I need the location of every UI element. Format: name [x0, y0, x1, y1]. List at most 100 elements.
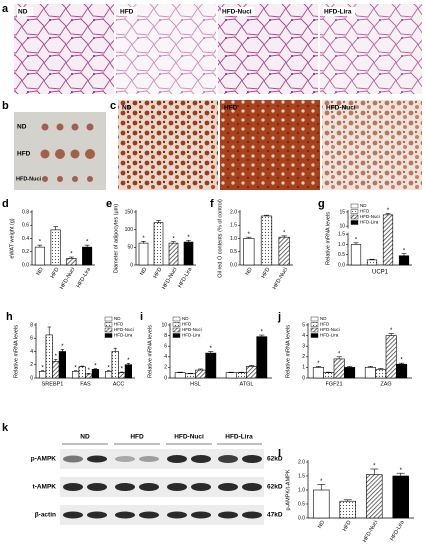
legend-label: HFD-Nuci: [360, 214, 380, 219]
legend-swatch: [172, 333, 181, 338]
panel-letter: i: [140, 311, 143, 323]
panel-k: k ND HFD HFD-Nuci HFD-Lira p-AMPK t-AMPK…: [2, 422, 283, 525]
panel-letter: b: [2, 100, 9, 112]
stain-image: [118, 100, 218, 190]
x-tick-label: HFD: [261, 267, 272, 280]
panel-letter: h: [6, 311, 13, 323]
x-tick-label: FAS: [80, 381, 91, 387]
bar: [392, 475, 409, 519]
y-tick-label: 1.0: [338, 242, 345, 248]
y-tick-label: 2: [302, 354, 305, 360]
x-tick-label: HSL: [190, 381, 201, 387]
y-tick-label: 10: [339, 223, 345, 229]
legend-swatch: [310, 316, 319, 322]
legend-label: HFD-Lira: [114, 333, 133, 338]
y-tick-label: 0.5: [338, 252, 345, 258]
label-bg: [323, 7, 355, 16]
legend-swatch: [104, 322, 113, 327]
y-tick-label: 2.0: [298, 459, 305, 465]
y-tick-label: 1.5: [230, 223, 237, 229]
bar: [382, 214, 394, 266]
x-axis-label: UCP1: [372, 270, 389, 276]
x-tick-label: HFD-Nuci: [161, 267, 178, 291]
significance: *: [94, 363, 97, 369]
axis-break: [345, 228, 351, 233]
x-tick-label: ND: [245, 267, 254, 277]
x-tick-label: ND: [139, 267, 148, 277]
bar: [375, 369, 387, 379]
x-tick-label: HFD-Nuci: [362, 520, 379, 544]
y-tick-label: 3: [302, 344, 305, 350]
y-tick-label: 100: [125, 227, 134, 233]
group-label: HFD-Lira: [225, 434, 253, 441]
x-tick-label: HFD: [50, 267, 61, 280]
group-label: HFD: [130, 434, 144, 441]
significance: *: [88, 368, 91, 374]
significance: *: [86, 240, 89, 246]
legend-label: HFD-Lira: [360, 220, 379, 225]
size-label: 62kD: [267, 456, 283, 463]
y-tick-label: 1.0: [230, 236, 237, 242]
bar: [50, 229, 61, 266]
legend-label: ND: [114, 316, 121, 321]
legend-swatch: [104, 333, 113, 338]
significance: *: [355, 237, 358, 243]
legend-label: HFD: [114, 322, 124, 327]
legend-swatch: [350, 220, 359, 225]
bar: [58, 351, 66, 379]
image-label: HFD-Nuci: [16, 176, 42, 182]
y-tick-label: 0.8: [22, 209, 29, 215]
bar: [183, 241, 194, 266]
y-tick-label: 2: [30, 362, 33, 368]
bar: [333, 358, 345, 379]
bar: [66, 258, 77, 266]
legend-swatch: [310, 327, 319, 333]
significance: *: [61, 344, 64, 350]
x-tick-label: ATGL: [240, 381, 254, 387]
row-label: β-actin: [35, 512, 56, 519]
bar: [312, 489, 330, 519]
panel-letter: c: [110, 100, 116, 112]
significance: *: [142, 236, 145, 242]
bar: [72, 371, 80, 379]
y-axis-label: Oil red O contents (% of control): [217, 199, 223, 278]
y-tick-label: 5: [302, 322, 305, 328]
significance: *: [390, 328, 393, 334]
bar: [364, 367, 376, 379]
y-tick-label: 0: [130, 262, 133, 268]
legend-swatch: [172, 322, 181, 327]
bar: [344, 367, 356, 379]
label-bg: [119, 7, 137, 16]
bar: [82, 246, 93, 266]
bar: [195, 369, 206, 379]
label-bg: [221, 7, 255, 16]
x-tick-label: HFD-Nuci: [59, 267, 76, 291]
y-tick-label: 0.5: [230, 249, 237, 255]
significance: *: [41, 365, 44, 371]
y-tick-label: 8: [30, 322, 33, 328]
bar: [78, 366, 86, 379]
histology-image: [218, 4, 318, 94]
y-tick-label: 10: [161, 322, 167, 328]
stain-image: [322, 100, 422, 190]
bar: [205, 352, 217, 379]
y-tick-label: 0.6: [22, 223, 29, 229]
y-tick-label: 0: [164, 375, 167, 381]
legend-label: ND: [182, 316, 189, 321]
bar: [45, 334, 53, 379]
panel-letter: l: [278, 448, 281, 460]
legend-swatch: [350, 214, 359, 220]
legend-swatch: [172, 327, 181, 333]
y-axis-label: Relative mRNA levels: [13, 325, 19, 378]
y-tick-label: 0: [30, 375, 33, 381]
legend-label: HFD: [320, 322, 330, 327]
bar: [385, 335, 397, 379]
group-label: ND: [80, 434, 90, 441]
y-tick-label: 15: [339, 209, 345, 215]
y-tick-label: 150: [125, 209, 134, 215]
bar: [105, 371, 113, 379]
bar: [153, 222, 164, 266]
y-tick-label: 4: [30, 349, 33, 355]
x-tick-label: HFD-Nuci: [272, 267, 289, 291]
y-tick-label: 0.0: [230, 262, 237, 268]
